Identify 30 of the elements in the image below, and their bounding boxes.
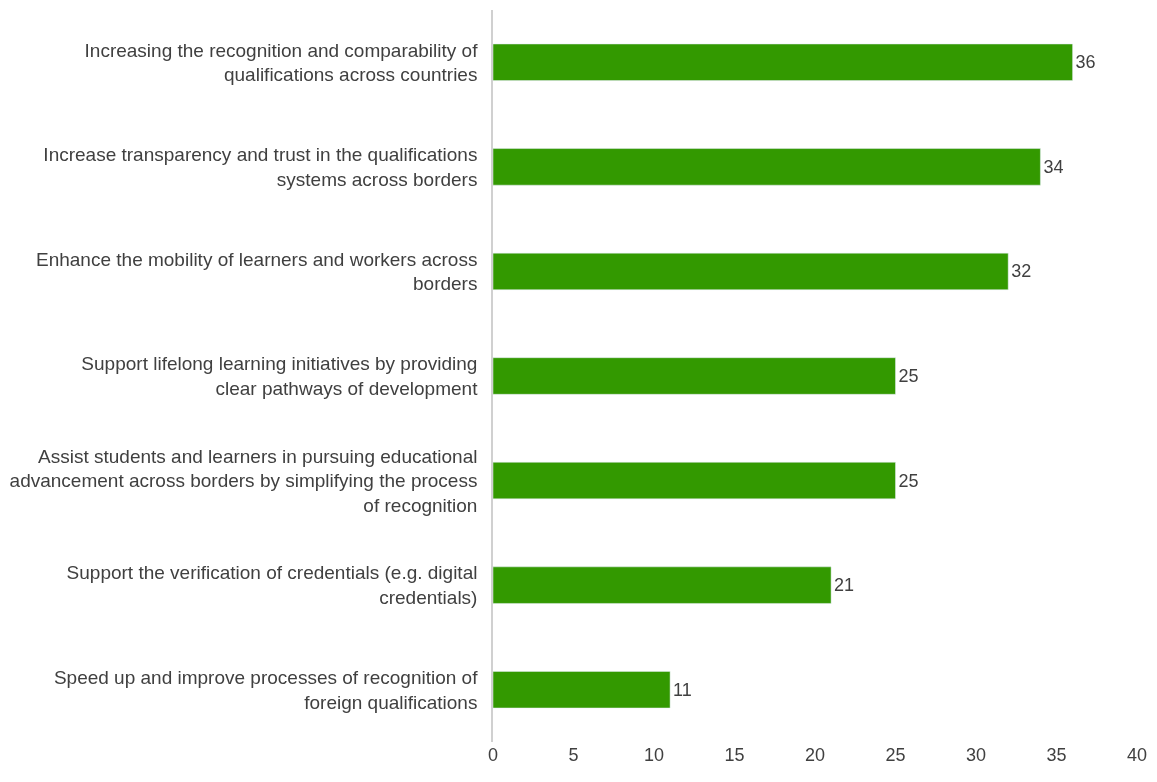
y-tick-label: Support the verification of credentials (e.g. digital credentials) — [66, 562, 478, 609]
y-tick-label: Increasing the recognition and comparability of qualifications across countries — [84, 39, 479, 86]
x-tick-label: 30 — [965, 745, 987, 765]
x-tick-label: 0 — [487, 745, 499, 765]
data-label: 32 — [1011, 261, 1032, 282]
bar — [493, 462, 896, 500]
bar — [493, 252, 1009, 290]
x-tick-label: 40 — [1126, 745, 1148, 765]
data-label: 25 — [898, 470, 919, 491]
x-tick-label: 5 — [568, 745, 579, 765]
x-tick-label: 35 — [1046, 745, 1067, 765]
x-tick-label: 10 — [643, 745, 665, 765]
x-tick-label: 15 — [724, 745, 745, 765]
x-tick-label: 20 — [804, 745, 826, 765]
data-label: 21 — [834, 575, 855, 596]
data-label: 11 — [673, 679, 692, 700]
bar — [493, 357, 896, 395]
bar — [493, 671, 671, 709]
y-tick-label: Assist students and learners in pursuing educational advancement across borders by simplifying the process of recognition — [9, 445, 478, 516]
bar — [493, 43, 1073, 81]
data-label: 36 — [1075, 52, 1096, 73]
bar — [493, 566, 832, 604]
data-label: 25 — [898, 366, 919, 386]
data-label: 34 — [1043, 156, 1064, 177]
bar — [493, 148, 1041, 186]
y-tick-label: Support lifelong learning initiatives by providing clear pathways of development — [81, 353, 479, 399]
x-tick-label: 25 — [885, 745, 906, 765]
y-tick-label: Increase transparency and trust in the qualifications systems across borders — [43, 144, 478, 190]
y-tick-label: Speed up and improve processes of recognition of foreign qualifications — [53, 667, 479, 713]
y-tick-label: Enhance the mobility of learners and workers across borders — [36, 248, 478, 295]
